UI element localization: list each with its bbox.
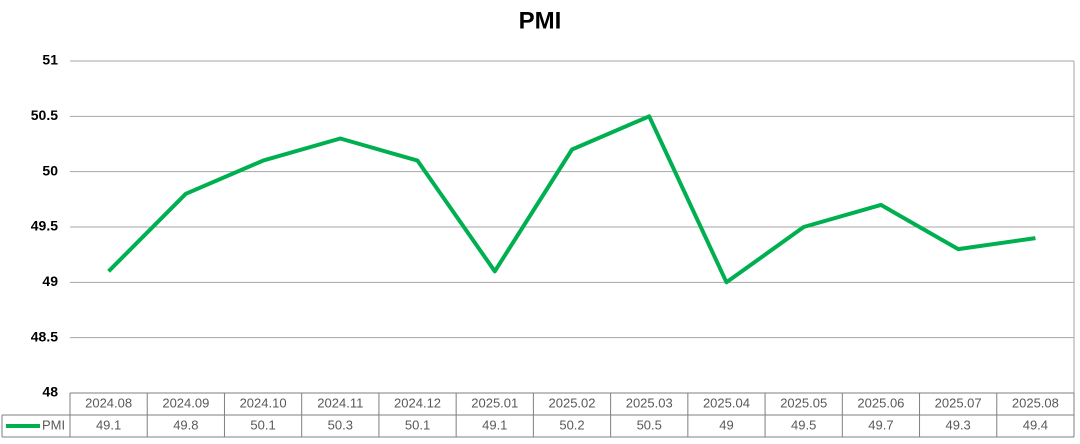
table-value: 50.2	[559, 417, 584, 432]
table-value: 50.5	[637, 417, 662, 432]
y-tick-label: 48.5	[31, 328, 58, 344]
x-tick-label: 2024.10	[240, 395, 287, 410]
chart-title: PMI	[519, 7, 562, 34]
x-tick-label: 2024.12	[394, 395, 441, 410]
table-value: 49	[719, 417, 733, 432]
y-tick-label: 48	[42, 384, 58, 400]
table-value: 49.8	[173, 417, 198, 432]
y-tick-label: 49.5	[31, 218, 58, 234]
table-value: 49.5	[791, 417, 816, 432]
x-tick-label: 2025.04	[703, 395, 750, 410]
legend-label: PMI	[42, 417, 65, 432]
x-tick-label: 2025.06	[857, 395, 904, 410]
table-value: 50.1	[405, 417, 430, 432]
y-tick-label: 49	[42, 273, 58, 289]
y-tick-label: 51	[42, 52, 58, 68]
x-tick-label: 2025.07	[935, 395, 982, 410]
table-value: 49.7	[868, 417, 893, 432]
y-tick-label: 50.5	[31, 107, 58, 123]
data-line	[107, 114, 1036, 285]
x-tick-label: 2025.08	[1012, 395, 1059, 410]
x-tick-label: 2025.05	[780, 395, 827, 410]
x-tick-label: 2025.03	[626, 395, 673, 410]
table-value: 49.1	[482, 417, 507, 432]
x-tick-label: 2024.08	[85, 395, 132, 410]
x-tick-label: 2024.11	[317, 395, 363, 410]
table-value: 49.3	[945, 417, 970, 432]
x-tick-label: 2025.01	[471, 395, 518, 410]
x-tick-label: 2024.09	[162, 395, 209, 410]
table-value: 50.1	[250, 417, 275, 432]
x-tick-label: 2025.02	[549, 395, 596, 410]
table-value: 49.4	[1023, 417, 1048, 432]
table-value: 49.1	[96, 417, 121, 432]
y-tick-label: 50	[42, 162, 58, 178]
table-value: 50.3	[328, 417, 353, 432]
